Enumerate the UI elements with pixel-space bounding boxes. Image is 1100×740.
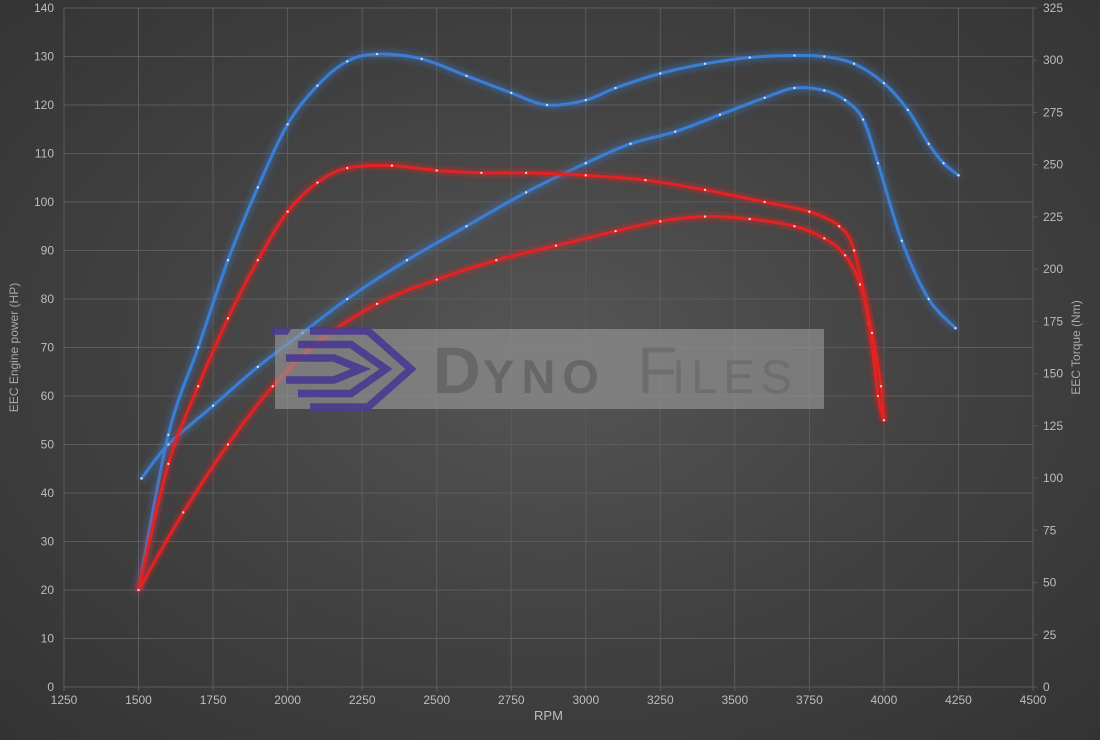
svg-text:ILES: ILES [672, 350, 798, 403]
svg-text:300: 300 [1043, 53, 1063, 67]
svg-text:125: 125 [1043, 419, 1063, 433]
svg-text:275: 275 [1043, 106, 1063, 120]
svg-text:40: 40 [41, 486, 55, 500]
svg-text:2250: 2250 [349, 693, 376, 707]
svg-text:4250: 4250 [945, 693, 972, 707]
svg-text:3500: 3500 [721, 693, 748, 707]
svg-text:3250: 3250 [647, 693, 674, 707]
svg-text:EEC Torque (Nm): EEC Torque (Nm) [1069, 300, 1083, 394]
svg-text:325: 325 [1043, 1, 1063, 15]
svg-text:2500: 2500 [423, 693, 450, 707]
svg-text:4000: 4000 [871, 693, 898, 707]
svg-text:250: 250 [1043, 158, 1063, 172]
svg-text:175: 175 [1043, 314, 1063, 328]
svg-text:0: 0 [47, 680, 54, 694]
svg-text:EEC Engine power (HP): EEC Engine power (HP) [7, 283, 21, 412]
svg-text:3750: 3750 [796, 693, 823, 707]
svg-text:60: 60 [41, 389, 55, 403]
svg-text:90: 90 [41, 244, 55, 258]
svg-text:10: 10 [41, 632, 55, 646]
svg-text:100: 100 [1043, 471, 1063, 485]
svg-text:RPM: RPM [534, 708, 563, 723]
svg-text:200: 200 [1043, 262, 1063, 276]
svg-text:140: 140 [34, 1, 54, 15]
svg-text:D: D [433, 333, 483, 407]
svg-text:2750: 2750 [498, 693, 525, 707]
svg-text:50: 50 [1043, 576, 1057, 590]
svg-text:120: 120 [34, 98, 54, 112]
svg-text:2000: 2000 [274, 693, 301, 707]
svg-text:225: 225 [1043, 210, 1063, 224]
svg-text:25: 25 [1043, 628, 1057, 642]
svg-text:1500: 1500 [125, 693, 152, 707]
svg-text:0: 0 [1043, 680, 1050, 694]
svg-text:3000: 3000 [572, 693, 599, 707]
svg-text:1250: 1250 [51, 693, 78, 707]
svg-text:100: 100 [34, 195, 54, 209]
svg-text:80: 80 [41, 292, 55, 306]
svg-text:YNO: YNO [483, 350, 606, 403]
svg-text:30: 30 [41, 535, 55, 549]
svg-text:130: 130 [34, 50, 54, 64]
svg-text:70: 70 [41, 341, 55, 355]
svg-text:1750: 1750 [200, 693, 227, 707]
svg-text:75: 75 [1043, 523, 1057, 537]
svg-text:110: 110 [35, 147, 54, 161]
svg-text:150: 150 [1043, 367, 1063, 381]
svg-text:20: 20 [41, 583, 55, 597]
svg-text:4500: 4500 [1020, 693, 1047, 707]
svg-text:50: 50 [41, 438, 55, 452]
